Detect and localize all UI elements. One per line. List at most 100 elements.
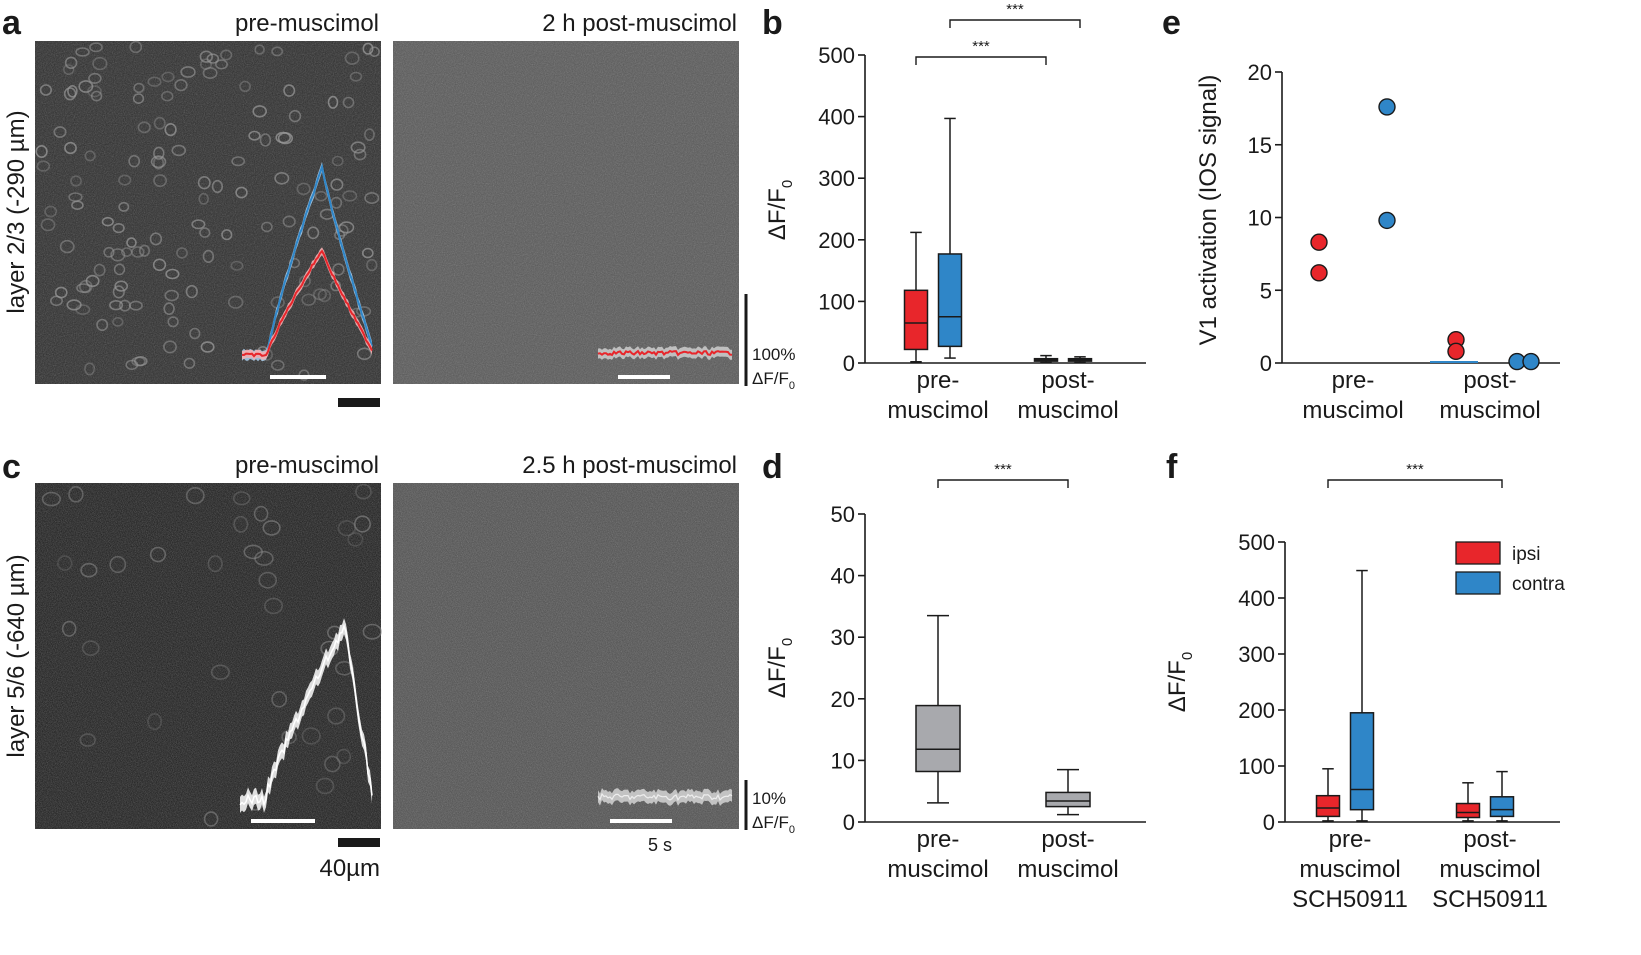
cell-body xyxy=(118,174,132,186)
cell-body xyxy=(132,93,145,104)
cell-body xyxy=(176,247,188,259)
cell-body xyxy=(137,121,151,134)
y-tick-label: 300 xyxy=(818,166,855,191)
cell-body xyxy=(202,67,218,80)
cell-body xyxy=(49,295,63,307)
cell-body xyxy=(165,268,180,280)
cell-body xyxy=(232,491,251,506)
cell-body xyxy=(81,640,100,657)
x-category-label: muscimol xyxy=(1299,856,1400,883)
cell-body xyxy=(260,221,273,233)
cell-body xyxy=(362,623,382,640)
cell-body xyxy=(35,145,48,159)
cell-body xyxy=(350,141,366,154)
box xyxy=(903,289,929,351)
x-category-label: post- xyxy=(1041,367,1094,394)
cell-body xyxy=(353,515,371,533)
cell-body xyxy=(199,227,211,238)
cell-body xyxy=(185,487,205,505)
cell-body xyxy=(92,56,108,71)
legend-swatch xyxy=(1455,571,1501,595)
cell-body xyxy=(364,192,380,205)
significance-bracket xyxy=(915,56,1047,65)
cell-body xyxy=(228,295,244,309)
x-category-label: muscimol xyxy=(1439,856,1540,883)
cell-body xyxy=(101,216,114,227)
x-category-label: post- xyxy=(1463,367,1516,394)
cell-body xyxy=(150,155,167,169)
cell-body xyxy=(254,44,265,55)
calcium-trace-pre xyxy=(239,618,373,813)
x-category-label: muscimol xyxy=(1017,397,1118,424)
cell-body xyxy=(183,357,196,369)
cell-body xyxy=(199,50,214,63)
cell-body xyxy=(68,192,83,202)
image-a-post-texture xyxy=(393,41,739,384)
x-category-label: post- xyxy=(1041,826,1094,853)
cell-body xyxy=(36,160,51,172)
significance-label: *** xyxy=(1406,461,1424,478)
calcium-trace-pre xyxy=(241,161,373,362)
cell-body xyxy=(171,144,187,157)
panel-letter-b: b xyxy=(762,4,783,42)
cell-body xyxy=(88,72,102,84)
x-category-label: pre- xyxy=(1332,367,1375,394)
cell-body xyxy=(57,555,73,571)
panel-letter-f: f xyxy=(1166,448,1178,486)
cell-body xyxy=(64,141,77,155)
cell-body xyxy=(253,505,269,522)
cell-body xyxy=(70,175,82,187)
cell-body xyxy=(96,318,109,332)
cell-body xyxy=(139,244,151,257)
x-category-label: muscimol xyxy=(887,397,988,424)
x-category-label: muscimol xyxy=(1302,397,1403,424)
cell-body xyxy=(164,123,177,137)
cell-body xyxy=(84,362,96,376)
image-c-post xyxy=(393,483,739,829)
significance-label: *** xyxy=(994,461,1012,478)
cell-body xyxy=(109,555,127,574)
ipsi-trace xyxy=(597,349,733,357)
cell-body xyxy=(191,219,206,230)
cell-body xyxy=(112,316,124,327)
x-category-label: muscimol xyxy=(887,856,988,883)
cell-body xyxy=(271,46,284,57)
significance-bracket xyxy=(937,479,1069,488)
x-category-label: muscimol xyxy=(1439,397,1540,424)
y-axis-label: ΔF/F0 xyxy=(1164,652,1196,712)
panel-a-side-label: layer 2/3 (-290 µm) xyxy=(3,110,30,313)
significance-bracket xyxy=(949,19,1081,28)
y-tick-label: 0 xyxy=(1260,351,1272,376)
cell-body xyxy=(356,347,372,361)
panel-letter-e: e xyxy=(1162,4,1181,42)
cell-body xyxy=(202,249,215,263)
cell-body xyxy=(262,520,281,536)
cell-body xyxy=(61,620,77,637)
cell-body xyxy=(215,59,229,70)
amplitude-scale-unit: ΔF/F0 xyxy=(752,369,795,392)
cell-body xyxy=(274,172,290,185)
cell-body xyxy=(366,258,378,272)
cell-body xyxy=(282,215,296,228)
cell-body xyxy=(288,109,302,123)
cell-body xyxy=(230,260,244,271)
cell-body xyxy=(79,279,93,294)
cell-body xyxy=(206,53,220,64)
cell-body xyxy=(210,664,230,680)
cell-body xyxy=(263,597,283,615)
trace xyxy=(597,792,733,802)
scatter-point xyxy=(1378,211,1396,230)
cell-body xyxy=(252,105,268,118)
x-category-label: pre- xyxy=(1329,826,1372,853)
amplitude-scale-label: 10% xyxy=(752,789,786,808)
cell-body xyxy=(189,327,201,340)
cell-body xyxy=(149,232,163,246)
cell-body xyxy=(197,176,211,190)
cell-body xyxy=(330,178,344,191)
cell-body xyxy=(163,340,178,354)
significance-bracket xyxy=(1327,479,1503,488)
x-category-label: SCH50911 xyxy=(1292,886,1408,913)
cell-body xyxy=(207,555,223,573)
cell-body xyxy=(315,777,335,795)
cell-body xyxy=(153,146,165,160)
